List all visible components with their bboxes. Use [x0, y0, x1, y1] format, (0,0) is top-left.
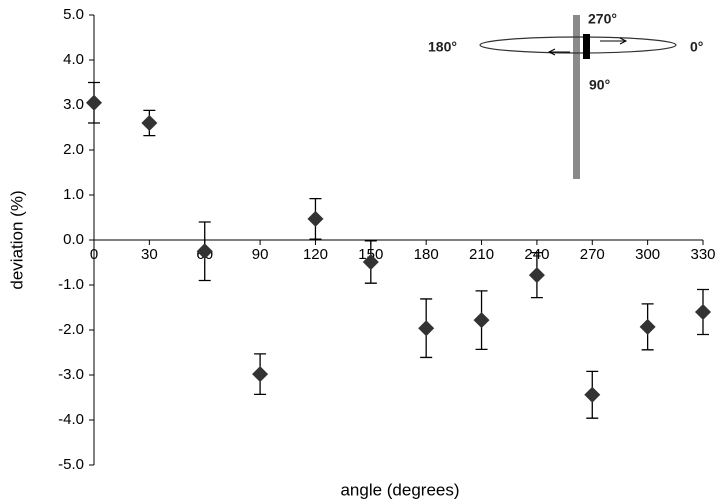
annotation: 90° — [589, 77, 610, 93]
y-tick-label: -1.0 — [58, 276, 84, 293]
y-tick-label: 0.0 — [63, 231, 84, 248]
point — [584, 386, 601, 403]
inset-diagram: 270° 180° 0° 90° — [428, 11, 703, 179]
point — [639, 318, 656, 335]
x-tick-label: 0 — [90, 246, 98, 263]
x-tick-label: 300 — [635, 246, 660, 263]
y-tick-label: -4.0 — [58, 411, 84, 428]
rod — [573, 15, 580, 179]
x-tick-label: 90 — [252, 246, 269, 263]
point — [695, 304, 711, 320]
point — [528, 267, 545, 284]
annotation: 0° — [690, 39, 703, 55]
y-tick-label: 1.0 — [63, 186, 84, 203]
x-axis-label: angle (degrees) — [340, 480, 459, 499]
y-tick-label: 5.0 — [63, 6, 84, 23]
x-tick-label: 210 — [469, 246, 494, 263]
x-tick-label: 270 — [580, 246, 605, 263]
y-tick-label: -2.0 — [58, 321, 84, 338]
y-tick-label: -5.0 — [58, 456, 84, 473]
y-tick-label: -3.0 — [58, 366, 84, 383]
y-tick-label: 2.0 — [63, 141, 84, 158]
point — [86, 94, 102, 111]
annotation: 180° — [428, 39, 457, 55]
y-axis-label: deviation (%) — [7, 190, 26, 289]
point — [307, 210, 324, 227]
y-tick-label: 3.0 — [63, 96, 84, 113]
rotation-ellipse — [479, 36, 677, 54]
point — [252, 366, 269, 383]
point — [196, 243, 213, 260]
annotation: 270° — [588, 11, 617, 27]
x-tick-label: 30 — [141, 246, 158, 263]
y-tick-label: 4.0 — [63, 51, 84, 68]
arrows — [547, 37, 628, 56]
point — [362, 254, 379, 271]
x-tick-label: 120 — [303, 246, 328, 263]
sensor-body — [583, 34, 590, 59]
x-tick-label: 330 — [690, 246, 715, 263]
x-tick-label: 180 — [414, 246, 439, 263]
point — [418, 320, 435, 337]
point — [141, 115, 158, 131]
point — [473, 312, 490, 329]
